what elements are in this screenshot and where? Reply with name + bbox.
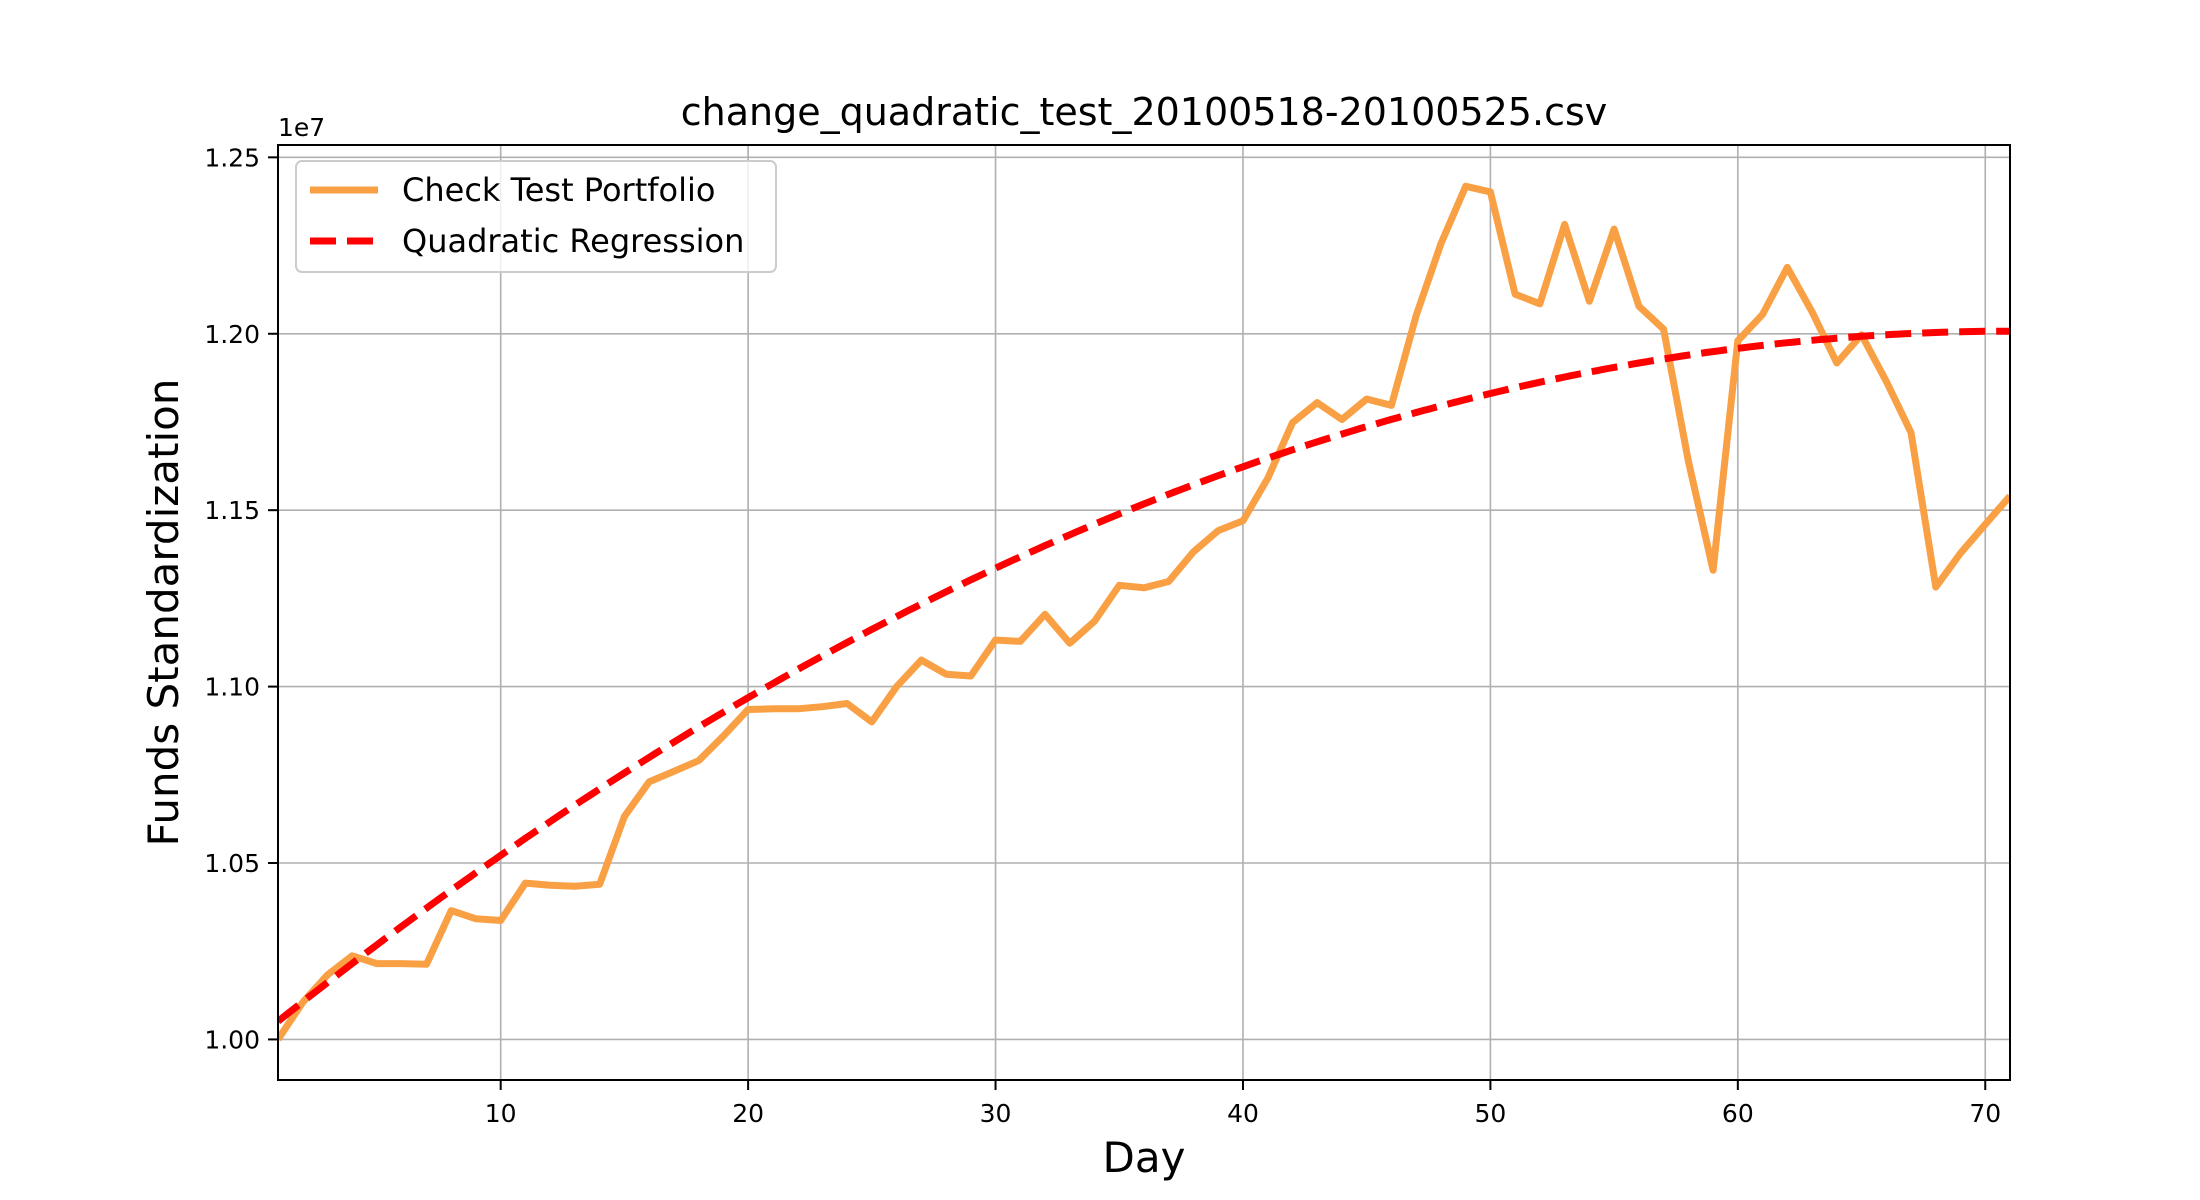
plot-area-frame — [277, 144, 2011, 1081]
y-tick-label: 1.05 — [204, 849, 260, 878]
legend: Check Test Portfolio Quadratic Regressio… — [295, 160, 777, 273]
x-tick-label: 30 — [980, 1099, 1012, 1128]
x-tick-label: 70 — [1969, 1099, 2001, 1128]
x-tick-label: 60 — [1722, 1099, 1754, 1128]
x-tick-label: 40 — [1227, 1099, 1259, 1128]
y-tick-label: 1.15 — [204, 496, 260, 525]
x-tick-label: 10 — [485, 1099, 517, 1128]
y-tick-label: 1.00 — [204, 1025, 260, 1054]
y-tick-label: 1.20 — [204, 320, 260, 349]
series-line-regression — [278, 327, 2010, 1025]
y-tick-label: 1.10 — [204, 673, 260, 702]
y-axis-label: Funds Standardization — [139, 379, 188, 847]
x-axis-label: Day — [1103, 1133, 1186, 1182]
x-tick-label: 50 — [1474, 1099, 1506, 1128]
legend-box — [295, 160, 777, 273]
ticks-group: 10 20 30 40 50 60 70 1.00 1.05 1.10 1.15 1.20 1.25 — [204, 143, 2001, 1128]
series-line-portfolio — [278, 182, 2010, 1042]
y-axis-offset-label: 1e7 — [278, 113, 325, 142]
x-tick-label: 20 — [732, 1099, 764, 1128]
series-group — [278, 182, 2010, 1042]
chart-title: change_quadratic_test_20100518-20100525.… — [681, 90, 1608, 134]
y-tick-label: 1.25 — [204, 143, 260, 172]
legend-label-regression: Quadratic Regression — [402, 222, 744, 260]
legend-label-portfolio: Check Test Portfolio — [402, 171, 715, 209]
